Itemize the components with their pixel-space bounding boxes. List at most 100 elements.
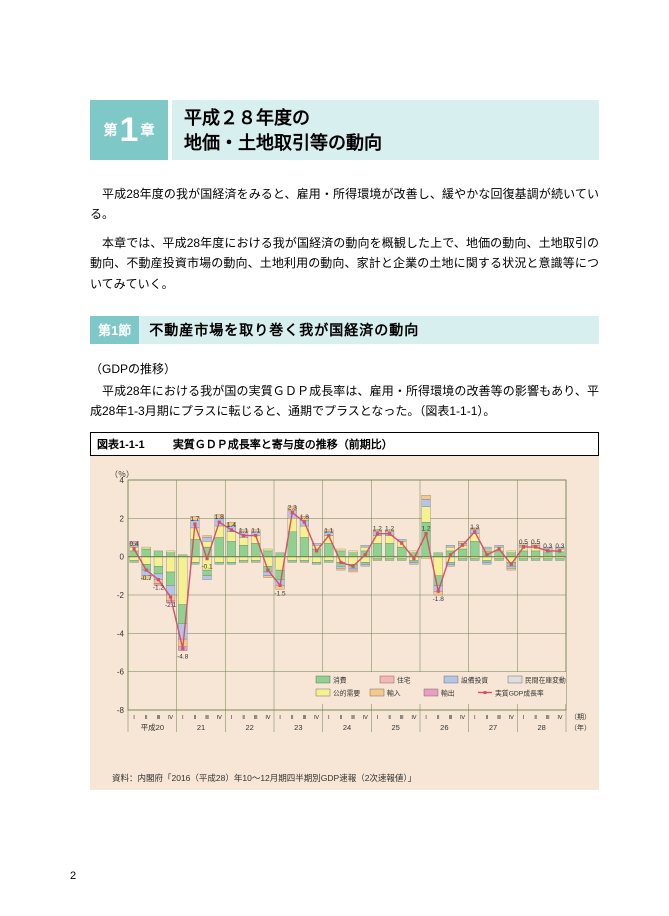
svg-text:Ⅱ: Ⅱ xyxy=(242,715,245,721)
svg-text:-0.1: -0.1 xyxy=(201,563,213,570)
svg-text:Ⅳ: Ⅳ xyxy=(509,715,515,721)
svg-text:22: 22 xyxy=(245,723,253,732)
section-badge: 第1節 xyxy=(90,316,139,344)
section-header: 第1節 不動産市場を取り巻く我が国経済の動向 xyxy=(90,316,599,344)
svg-text:Ⅳ: Ⅳ xyxy=(411,715,417,721)
svg-text:Ⅲ: Ⅲ xyxy=(546,715,550,721)
svg-text:1.4: 1.4 xyxy=(227,522,236,529)
svg-text:2.3: 2.3 xyxy=(288,504,297,511)
svg-text:消費: 消費 xyxy=(333,675,347,684)
svg-text:4: 4 xyxy=(120,476,125,485)
subhead-text: 平成28年における我が国の実質ＧＤＰ成長率は、雇用・所得環境の改善等の影響もあり… xyxy=(90,381,599,422)
chapter-title-line2: 地価・土地取引等の動向 xyxy=(184,131,587,156)
svg-text:Ⅲ: Ⅲ xyxy=(400,715,404,721)
svg-text:-2.1: -2.1 xyxy=(165,602,177,609)
svg-text:Ⅲ: Ⅲ xyxy=(497,715,501,721)
svg-text:-1.8: -1.8 xyxy=(433,596,445,603)
svg-text:住宅: 住宅 xyxy=(397,675,411,684)
svg-text:2: 2 xyxy=(120,514,125,523)
svg-text:-6: -6 xyxy=(117,667,125,676)
section-title: 不動産市場を取り巻く我が国経済の動向 xyxy=(139,316,599,344)
intro-p1: 平成28年度の我が国経済をみると、雇用・所得環境が改善し、緩やかな回復基調が続い… xyxy=(90,184,599,225)
svg-text:1.8: 1.8 xyxy=(300,514,309,521)
svg-text:Ⅰ: Ⅰ xyxy=(377,715,379,721)
svg-text:-1.5: -1.5 xyxy=(274,590,286,597)
svg-text:-1.2: -1.2 xyxy=(153,584,165,591)
svg-text:-4: -4 xyxy=(117,629,125,638)
svg-text:1.2: 1.2 xyxy=(385,525,394,532)
svg-text:Ⅰ: Ⅰ xyxy=(182,715,184,721)
svg-text:Ⅲ: Ⅲ xyxy=(351,715,355,721)
svg-text:民間在庫変動: 民間在庫変動 xyxy=(525,675,566,684)
svg-text:1.1: 1.1 xyxy=(324,527,333,534)
svg-text:Ⅳ: Ⅳ xyxy=(265,715,271,721)
svg-text:28: 28 xyxy=(537,723,545,732)
svg-text:1.3: 1.3 xyxy=(470,523,479,530)
svg-text:Ⅳ: Ⅳ xyxy=(314,715,320,721)
svg-text:0: 0 xyxy=(120,552,125,561)
svg-text:27: 27 xyxy=(489,723,497,732)
svg-text:Ⅱ: Ⅱ xyxy=(194,715,197,721)
chapter-title: 平成２８年度の 地価・土地取引等の動向 xyxy=(168,100,599,160)
svg-text:Ⅳ: Ⅳ xyxy=(363,715,369,721)
svg-text:1.8: 1.8 xyxy=(215,514,224,521)
svg-text:0.5: 0.5 xyxy=(519,539,528,546)
chapter-title-line1: 平成２８年度の xyxy=(184,106,587,131)
svg-text:（期）: （期） xyxy=(570,713,588,721)
svg-text:設備投資: 設備投資 xyxy=(461,675,488,684)
svg-text:Ⅰ: Ⅰ xyxy=(425,715,427,721)
svg-text:Ⅰ: Ⅰ xyxy=(474,715,476,721)
svg-text:Ⅱ: Ⅱ xyxy=(340,715,343,721)
chapter-header: 第 1 章 平成２８年度の 地価・土地取引等の動向 xyxy=(90,100,599,160)
chapter-badge: 第 1 章 xyxy=(90,100,168,160)
svg-text:（年）: （年） xyxy=(570,723,588,732)
svg-text:23: 23 xyxy=(294,723,302,732)
svg-text:公的需要: 公的需要 xyxy=(333,688,360,697)
svg-text:-0.7: -0.7 xyxy=(141,575,153,582)
svg-text:Ⅰ: Ⅰ xyxy=(523,715,525,721)
svg-text:1.7: 1.7 xyxy=(190,516,199,523)
svg-text:Ⅲ: Ⅲ xyxy=(254,715,258,721)
svg-text:平成20: 平成20 xyxy=(141,722,164,732)
svg-text:Ⅳ: Ⅳ xyxy=(557,715,563,721)
chapter-num: 1 xyxy=(120,111,139,150)
svg-text:Ⅰ: Ⅰ xyxy=(279,715,281,721)
svg-text:-8: -8 xyxy=(117,706,125,715)
svg-text:Ⅱ: Ⅱ xyxy=(388,715,391,721)
svg-text:0.3: 0.3 xyxy=(543,543,552,550)
svg-text:Ⅳ: Ⅳ xyxy=(217,715,223,721)
svg-text:-4.8: -4.8 xyxy=(177,653,189,660)
svg-text:Ⅳ: Ⅳ xyxy=(460,715,466,721)
figure-title-row: 図表1-1-1 実質ＧＤＰ成長率と寄与度の推移（前期比） xyxy=(90,432,599,456)
chapter-sho: 章 xyxy=(140,120,154,140)
svg-text:25: 25 xyxy=(391,723,399,732)
svg-text:Ⅱ: Ⅱ xyxy=(145,715,148,721)
svg-text:0.4: 0.4 xyxy=(130,541,139,548)
svg-text:1.2: 1.2 xyxy=(422,525,431,532)
svg-text:Ⅲ: Ⅲ xyxy=(303,715,307,721)
svg-text:Ⅰ: Ⅰ xyxy=(328,715,330,721)
svg-text:輸入: 輸入 xyxy=(387,688,401,697)
figure-box: （％）420-2-4-6-80.4-0.7-1.2-2.1-4.81.7-0.1… xyxy=(90,456,599,790)
svg-text:1.2: 1.2 xyxy=(373,525,382,532)
svg-text:21: 21 xyxy=(197,723,205,732)
page-number: 2 xyxy=(70,870,76,882)
svg-text:Ⅱ: Ⅱ xyxy=(437,715,440,721)
svg-text:Ⅱ: Ⅱ xyxy=(291,715,294,721)
svg-text:Ⅲ: Ⅲ xyxy=(205,715,209,721)
svg-text:Ⅰ: Ⅰ xyxy=(231,715,233,721)
svg-text:Ⅰ: Ⅰ xyxy=(133,715,135,721)
svg-text:1.1: 1.1 xyxy=(239,527,248,534)
svg-text:Ⅳ: Ⅳ xyxy=(168,715,174,721)
figure-title: 実質ＧＤＰ成長率と寄与度の推移（前期比） xyxy=(173,439,393,451)
svg-text:24: 24 xyxy=(343,723,351,732)
svg-text:0.3: 0.3 xyxy=(555,543,564,550)
svg-text:Ⅱ: Ⅱ xyxy=(486,715,489,721)
svg-text:Ⅲ: Ⅲ xyxy=(157,715,161,721)
svg-text:実質GDP成長率: 実質GDP成長率 xyxy=(495,688,544,697)
svg-text:Ⅲ: Ⅲ xyxy=(449,715,453,721)
svg-text:0.5: 0.5 xyxy=(531,539,540,546)
gdp-chart: （％）420-2-4-6-80.4-0.7-1.2-2.1-4.81.7-0.1… xyxy=(98,466,588,766)
svg-text:26: 26 xyxy=(440,723,448,732)
svg-text:-2: -2 xyxy=(117,591,125,600)
